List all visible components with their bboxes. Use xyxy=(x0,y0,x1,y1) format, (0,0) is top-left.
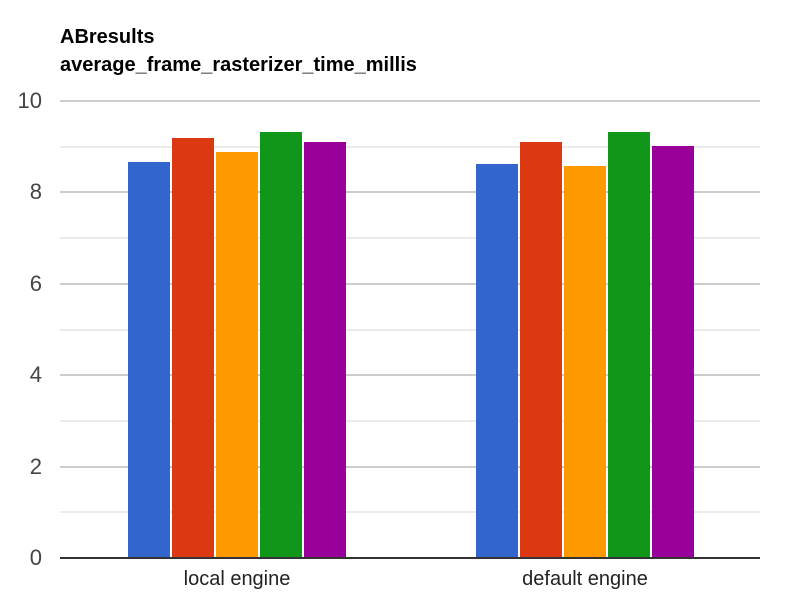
major-gridline xyxy=(60,282,760,285)
bar[interactable] xyxy=(172,138,214,558)
minor-gridline xyxy=(60,419,760,422)
y-tick-label: 10 xyxy=(17,88,42,113)
chart-title-line2: average_frame_rasterizer_time_millis xyxy=(60,54,417,76)
bar[interactable] xyxy=(652,145,694,558)
major-gridline xyxy=(60,191,760,194)
y-tick-label: 8 xyxy=(29,179,42,205)
minor-gridline xyxy=(60,237,760,240)
bar[interactable] xyxy=(128,161,170,558)
y-tick-label: 0 xyxy=(29,545,42,570)
bar[interactable] xyxy=(608,132,650,558)
bar[interactable] xyxy=(476,164,518,558)
bar[interactable] xyxy=(520,142,562,558)
major-gridline xyxy=(60,374,760,377)
major-gridline xyxy=(60,465,760,468)
bar[interactable] xyxy=(564,165,606,558)
minor-gridline xyxy=(60,511,760,514)
y-tick-label: 2 xyxy=(29,453,42,479)
bar[interactable] xyxy=(216,152,258,558)
bar[interactable] xyxy=(260,132,302,558)
minor-gridline xyxy=(60,145,760,148)
bar[interactable] xyxy=(304,142,346,558)
x-category-label: default engine xyxy=(522,568,648,590)
major-gridline xyxy=(60,100,760,102)
y-tick-label: 6 xyxy=(29,270,42,296)
chart-title-line1: ABresults xyxy=(60,26,155,48)
x-category-label: local engine xyxy=(183,568,291,590)
y-tick-label: 4 xyxy=(29,362,42,388)
minor-gridline xyxy=(60,328,760,331)
x-axis-baseline xyxy=(60,557,760,559)
